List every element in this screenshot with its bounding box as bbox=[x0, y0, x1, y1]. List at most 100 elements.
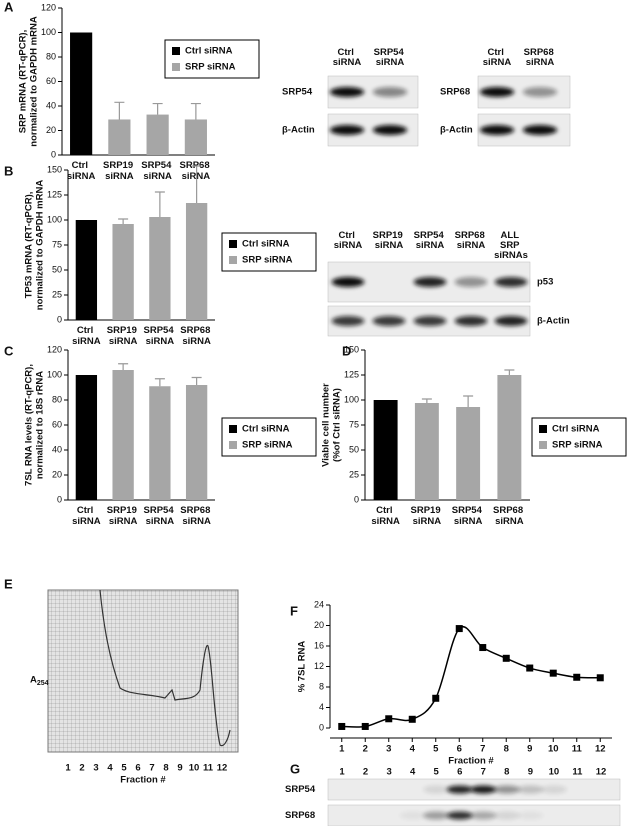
marker bbox=[432, 694, 440, 702]
y-tick-label: 50 bbox=[52, 264, 62, 274]
blot-band bbox=[372, 125, 408, 135]
trace-tick-label: 7 bbox=[149, 763, 154, 774]
blot-column-label: Ctrl siRNA bbox=[334, 230, 363, 251]
blot-column-label: 11 bbox=[572, 767, 583, 778]
trace-x-label: Fraction # bbox=[120, 775, 166, 786]
blot-band bbox=[493, 811, 520, 820]
y-tick-label: 0 bbox=[319, 722, 324, 732]
y-tick-label: 150 bbox=[47, 164, 62, 174]
blot-band bbox=[399, 811, 426, 820]
x-tick-label: SRP54 siRNA bbox=[141, 160, 174, 182]
legend-swatch bbox=[172, 47, 180, 55]
error-bar bbox=[191, 376, 202, 385]
blot-column-label: 5 bbox=[434, 767, 440, 778]
blot-band bbox=[479, 125, 515, 135]
trace-tick-label: 11 bbox=[203, 763, 214, 774]
x-tick-label: 9 bbox=[527, 744, 532, 755]
blot-band bbox=[522, 87, 558, 97]
blot-column-label: 9 bbox=[528, 767, 533, 778]
trace-tick-label: 12 bbox=[217, 763, 228, 774]
panel-label: E bbox=[4, 576, 13, 591]
y-axis-label: TP53 mRNA (RT-qPCR), bbox=[24, 192, 35, 299]
panel-label: B bbox=[4, 163, 13, 178]
error-bar bbox=[421, 398, 432, 403]
marker bbox=[338, 722, 346, 730]
blot-column-label: 10 bbox=[549, 767, 560, 778]
trace-tick-label: 10 bbox=[189, 763, 200, 774]
marker bbox=[385, 715, 393, 723]
y-tick-label: 100 bbox=[47, 214, 62, 224]
legend-swatch bbox=[229, 441, 237, 449]
blot-column-label: Ctrl siRNA bbox=[333, 47, 362, 68]
blot-band bbox=[413, 316, 447, 326]
marker bbox=[361, 722, 369, 730]
blot-band bbox=[446, 811, 473, 820]
legend-label: SRP siRNA bbox=[552, 440, 603, 451]
bar bbox=[184, 119, 207, 155]
x-tick-label: Ctrl siRNA bbox=[67, 160, 96, 182]
blot-column-label: 7 bbox=[481, 767, 486, 778]
legend-label: SRP siRNA bbox=[242, 255, 293, 266]
bar bbox=[373, 400, 398, 500]
y-tick-label: 40 bbox=[46, 100, 56, 110]
bar bbox=[112, 224, 134, 320]
x-tick-label: SRP19 siRNA bbox=[107, 505, 140, 527]
y-tick-label: 0 bbox=[57, 314, 62, 324]
blot-column-label: 6 bbox=[457, 767, 462, 778]
blot-band bbox=[522, 125, 558, 135]
legend-label: Ctrl siRNA bbox=[185, 46, 233, 57]
y-tick-label: 25 bbox=[52, 289, 62, 299]
x-tick-label: SRP19 siRNA bbox=[411, 505, 444, 527]
legend-label: SRP siRNA bbox=[242, 440, 293, 451]
x-tick-label: 2 bbox=[363, 744, 368, 755]
error-bar bbox=[154, 191, 165, 217]
blot-column-label: SRP68 siRNA bbox=[455, 230, 488, 251]
x-tick-label: 11 bbox=[572, 744, 583, 755]
y-tick-label: 4 bbox=[319, 702, 324, 712]
error-bar bbox=[152, 102, 163, 115]
trace-tick-label: 2 bbox=[79, 763, 84, 774]
y-tick-label: 12 bbox=[314, 661, 324, 671]
legend-swatch bbox=[539, 441, 547, 449]
blot-column-label: SRP19 siRNA bbox=[373, 230, 406, 251]
panel-label: C bbox=[4, 343, 14, 358]
panel-label: A bbox=[4, 0, 14, 14]
x-tick-label: 12 bbox=[595, 744, 606, 755]
bar bbox=[185, 385, 208, 500]
marker bbox=[549, 669, 557, 677]
marker bbox=[526, 664, 534, 672]
bar bbox=[149, 217, 171, 320]
marker bbox=[455, 625, 463, 633]
trace-tick-label: 3 bbox=[93, 763, 98, 774]
legend-swatch bbox=[172, 63, 180, 71]
trace-line bbox=[99, 589, 231, 747]
panel-label: D bbox=[342, 343, 351, 358]
blot-column-label: SRP68 siRNA bbox=[524, 47, 557, 68]
line bbox=[341, 626, 601, 728]
x-tick-label: Ctrl siRNA bbox=[72, 325, 101, 347]
blot-band bbox=[454, 316, 488, 326]
blot-column-label: Ctrl siRNA bbox=[483, 47, 512, 68]
x-tick-label: Ctrl siRNA bbox=[72, 505, 101, 527]
blot-band bbox=[454, 277, 488, 287]
x-tick-label: SRP54 siRNA bbox=[452, 505, 485, 527]
x-tick-label: SRP68 siRNA bbox=[180, 325, 213, 347]
blot-row-label: β-Actin bbox=[282, 125, 315, 136]
y-tick-label: 120 bbox=[47, 344, 62, 354]
y-axis-label: normalized to 18S rRNA bbox=[35, 371, 46, 479]
blot-band bbox=[494, 316, 528, 326]
marker bbox=[408, 715, 416, 723]
marker bbox=[479, 644, 487, 652]
blot-row-label: SRP68 bbox=[285, 810, 315, 821]
blot-band bbox=[423, 785, 450, 794]
legend-swatch bbox=[229, 256, 237, 264]
blot-band bbox=[517, 811, 544, 820]
blot-row-label: SRP54 bbox=[285, 784, 316, 795]
error-bar bbox=[118, 218, 129, 224]
y-tick-label: 16 bbox=[314, 640, 324, 650]
legend-label: Ctrl siRNA bbox=[242, 239, 290, 250]
bar bbox=[112, 370, 134, 500]
blot-band bbox=[493, 785, 520, 794]
blot-band bbox=[329, 125, 365, 135]
